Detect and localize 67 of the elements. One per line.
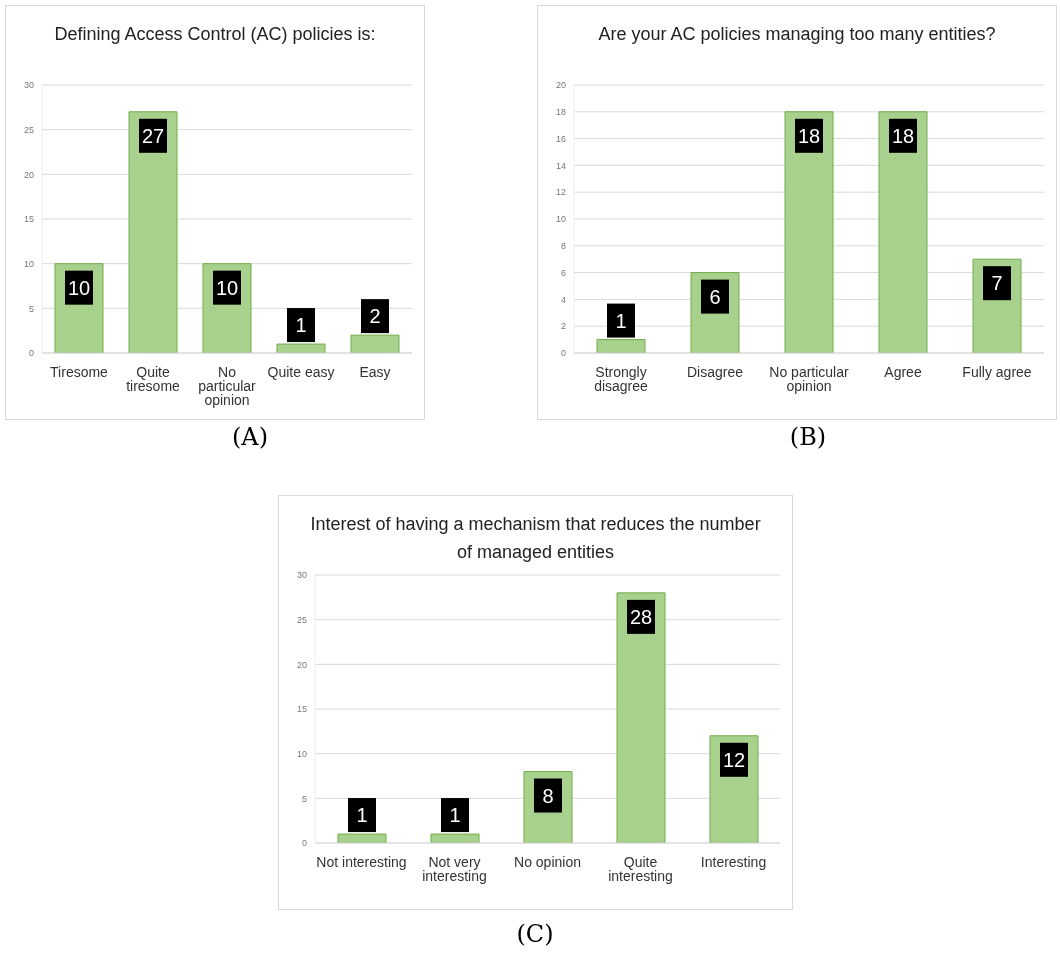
y-tick-label: 14 bbox=[555, 160, 566, 171]
x-tick-label: Easy bbox=[359, 363, 391, 380]
y-tick-label: 15 bbox=[23, 214, 34, 225]
y-tick-label: 30 bbox=[296, 570, 307, 581]
y-tick-label: 6 bbox=[560, 267, 566, 278]
y-tick-label: 20 bbox=[23, 169, 34, 180]
data-label: 18 bbox=[797, 124, 821, 147]
x-tick-label: Disagree bbox=[686, 363, 744, 380]
y-tick-label: 10 bbox=[555, 214, 566, 225]
bar bbox=[616, 592, 666, 843]
y-tick-label: 5 bbox=[301, 793, 307, 804]
x-tick-label: Quite interesting bbox=[608, 853, 673, 884]
data-label: 1 bbox=[615, 309, 627, 332]
y-tick-label: 8 bbox=[560, 241, 566, 251]
y-tick-label: 15 bbox=[296, 704, 307, 715]
bar bbox=[276, 343, 326, 353]
x-tick-label: Not very interesting bbox=[422, 853, 487, 884]
data-label: 7 bbox=[991, 272, 1003, 295]
x-tick-label: No particular opinion bbox=[198, 363, 257, 408]
y-tick-label: 20 bbox=[555, 80, 566, 91]
y-tick-label: 25 bbox=[23, 124, 34, 135]
data-label: 2 bbox=[369, 305, 381, 328]
x-tick-label: Not interesting bbox=[316, 853, 407, 870]
y-tick-label: 0 bbox=[560, 348, 566, 359]
x-tick-label: Agree bbox=[884, 363, 922, 380]
y-tick-label: 2 bbox=[560, 321, 566, 332]
y-tick-label: 20 bbox=[296, 659, 307, 670]
data-label: 1 bbox=[449, 804, 461, 827]
data-label: 10 bbox=[67, 276, 91, 299]
y-tick-label: 30 bbox=[23, 80, 34, 91]
x-tick-label: Quite easy bbox=[267, 363, 335, 380]
y-tick-label: 0 bbox=[301, 838, 307, 849]
bar bbox=[337, 833, 387, 843]
bar bbox=[878, 111, 928, 353]
bar bbox=[128, 111, 178, 353]
y-tick-label: 25 bbox=[296, 614, 307, 625]
data-label: 10 bbox=[215, 276, 239, 299]
bar bbox=[430, 833, 480, 843]
bar bbox=[784, 111, 834, 353]
text: (C) bbox=[515, 920, 555, 948]
x-tick-label: Fully agree bbox=[962, 363, 1032, 380]
text: (A) bbox=[230, 423, 270, 451]
y-tick-label: 5 bbox=[28, 303, 34, 314]
y-tick-label: 0 bbox=[28, 348, 34, 359]
data-label: 12 bbox=[722, 748, 746, 771]
y-tick-label: 16 bbox=[555, 133, 566, 144]
y-tick-label: 10 bbox=[296, 748, 307, 759]
x-tick-label: Quite tiresome bbox=[126, 363, 181, 394]
data-label: 18 bbox=[891, 124, 915, 147]
data-label: 1 bbox=[356, 804, 368, 827]
text: (B) bbox=[788, 423, 828, 451]
chart-title: Are your AC policies managing too many entities? bbox=[597, 23, 997, 46]
data-label: 1 bbox=[295, 314, 307, 337]
data-label: 6 bbox=[709, 285, 721, 308]
y-tick-label: 4 bbox=[560, 294, 566, 305]
data-label: 28 bbox=[629, 605, 653, 628]
chart-title: Defining Access Control (AC) policies is: bbox=[53, 23, 377, 46]
x-tick-label: Interesting bbox=[700, 853, 767, 870]
y-tick-label: 10 bbox=[23, 258, 34, 269]
y-tick-label: 12 bbox=[555, 187, 566, 198]
x-tick-label: No particular opinion bbox=[769, 363, 850, 394]
chart-title: Interest of having a mechanism that reduces the number of managed entities bbox=[309, 513, 762, 564]
data-label: 27 bbox=[141, 124, 165, 147]
x-tick-label: Tiresome bbox=[50, 363, 109, 380]
x-tick-label: No opinion bbox=[514, 853, 581, 870]
x-tick-label: Strongly disagree bbox=[594, 363, 649, 394]
y-tick-label: 18 bbox=[555, 106, 566, 117]
